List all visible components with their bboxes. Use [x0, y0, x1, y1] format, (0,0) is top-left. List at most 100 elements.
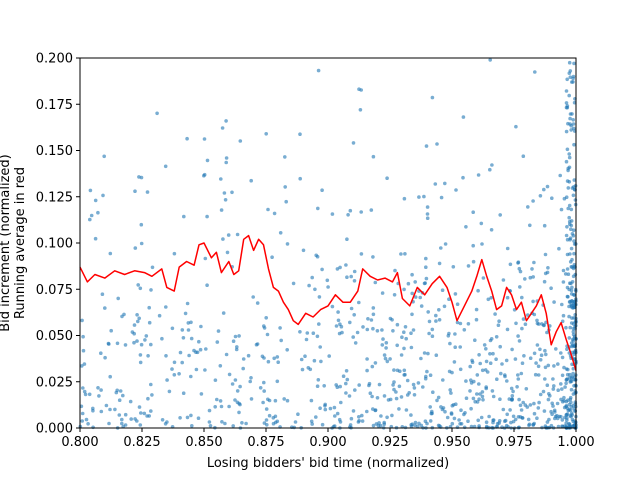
data-point [319, 359, 323, 364]
data-point [262, 356, 266, 360]
data-point [189, 336, 194, 341]
data-point [458, 367, 463, 372]
data-point [564, 367, 569, 371]
data-point [560, 319, 565, 324]
data-point [413, 420, 418, 425]
data-point [480, 394, 485, 399]
data-point [541, 389, 546, 394]
data-point [568, 116, 572, 121]
data-point [466, 264, 471, 268]
data-point [571, 193, 576, 198]
data-point [411, 328, 416, 332]
data-point [550, 196, 554, 200]
data-point [477, 382, 481, 386]
data-point [147, 320, 152, 325]
data-point [570, 413, 574, 417]
data-point [437, 318, 442, 322]
data-point [483, 368, 488, 372]
data-point [573, 421, 578, 425]
y-tick-label: 0.125 [36, 190, 73, 205]
data-point [393, 268, 397, 273]
data-point [172, 251, 177, 256]
data-point [517, 266, 522, 271]
data-point [532, 260, 536, 265]
data-point [391, 329, 395, 333]
data-point [332, 424, 337, 428]
data-point [570, 232, 575, 236]
data-point [553, 410, 557, 414]
data-point [244, 421, 248, 426]
data-point [419, 356, 423, 361]
data-point [568, 69, 573, 73]
data-point [197, 339, 201, 344]
data-point [371, 306, 376, 310]
data-point [504, 358, 509, 363]
data-point [571, 330, 576, 334]
data-point [238, 384, 242, 389]
data-point [138, 423, 143, 427]
data-point [442, 304, 447, 309]
data-point [167, 389, 172, 394]
data-point [348, 423, 353, 427]
data-point [230, 190, 234, 195]
data-point [510, 394, 515, 398]
data-point [301, 248, 306, 253]
data-point [177, 372, 181, 376]
data-point [569, 246, 574, 251]
data-point [296, 412, 300, 417]
data-point [316, 378, 321, 382]
data-point [199, 392, 204, 396]
y-tick-label: 0.000 [36, 422, 73, 437]
data-point [215, 340, 220, 344]
data-point [416, 381, 421, 385]
data-point [82, 362, 87, 366]
data-point [489, 228, 494, 232]
data-point [198, 347, 203, 352]
data-point [358, 108, 363, 112]
data-point [133, 246, 138, 250]
data-point [421, 385, 425, 389]
data-point [431, 390, 435, 395]
data-point [571, 74, 576, 79]
data-point [392, 380, 396, 384]
data-point [81, 334, 85, 339]
data-point [425, 369, 429, 374]
data-point [458, 321, 463, 326]
data-point [374, 422, 379, 426]
data-point [136, 319, 140, 324]
data-point [404, 408, 409, 412]
data-point [339, 324, 344, 329]
data-point [344, 381, 348, 386]
data-point [264, 132, 269, 136]
y-tick-label: 0.175 [36, 98, 73, 113]
data-point [498, 213, 503, 217]
data-point [535, 416, 539, 421]
data-point [481, 398, 485, 402]
data-point [567, 155, 572, 160]
data-point [503, 374, 507, 379]
data-point [328, 406, 333, 411]
data-point [298, 330, 302, 334]
data-point [518, 269, 523, 274]
data-point [394, 396, 399, 401]
data-point [572, 251, 576, 256]
data-point [510, 347, 514, 352]
data-point [564, 413, 569, 417]
data-point [542, 409, 547, 413]
data-point [275, 379, 280, 384]
data-point [565, 77, 569, 82]
data-point [451, 403, 456, 407]
data-point [469, 381, 474, 385]
data-point [344, 369, 349, 373]
data-point [535, 321, 540, 326]
data-point [369, 208, 374, 212]
data-point [138, 353, 143, 357]
data-point [349, 274, 354, 279]
data-point [518, 415, 523, 419]
data-point [449, 391, 453, 395]
data-point [199, 324, 203, 329]
data-point [138, 360, 143, 365]
data-point [170, 326, 175, 331]
data-point [237, 410, 241, 415]
data-point [370, 364, 375, 369]
